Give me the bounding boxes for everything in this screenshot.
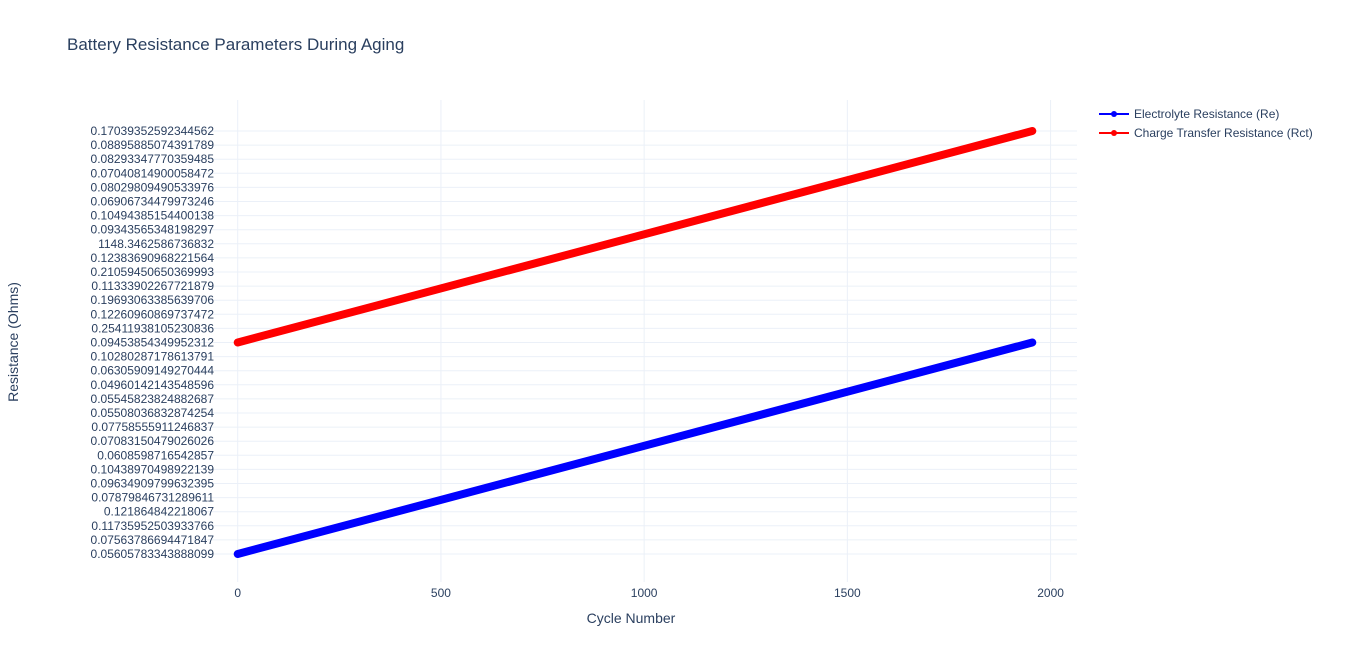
y-tick-label: 0.0608598716542857	[97, 448, 214, 462]
y-tick-label: 0.08029809490533976	[91, 180, 215, 194]
y-tick-label: 0.12383690968221564	[91, 251, 215, 265]
y-tick-label: 0.07879846731289611	[91, 491, 214, 505]
chart-title: Battery Resistance Parameters During Agi…	[67, 35, 404, 54]
y-tick-label: 0.17039352592344562	[91, 124, 215, 138]
y-tick-label: 0.07083150479026026	[91, 434, 215, 448]
y-tick-label: 0.05605783343888099	[91, 547, 215, 561]
x-tick-label: 0	[234, 586, 241, 600]
grid	[193, 100, 1077, 582]
y-tick-label: 0.10438970498922139	[91, 462, 215, 476]
y-tick-label: 0.07758555911246837	[91, 420, 214, 434]
series-line-1	[233, 127, 1037, 347]
y-axis-label: Resistance (Ohms)	[5, 282, 21, 402]
y-tick-label: 0.07040814900058472	[91, 166, 215, 180]
y-tick-label: 1148.3462586736832	[98, 237, 214, 251]
y-tick-label: 0.05508036832874254	[91, 406, 215, 420]
y-tick-label: 0.10280287178613791	[91, 350, 215, 364]
x-tick-label: 1500	[834, 586, 861, 600]
legend-marker-1	[1111, 130, 1117, 136]
y-tick-label: 0.11333902267721879	[91, 279, 214, 293]
y-tick-label: 0.121864842218067	[104, 505, 214, 519]
x-tick-label: 500	[431, 586, 451, 600]
y-tick-label: 0.12260960869737472	[91, 307, 215, 321]
y-tick-label: 0.09634909799632395	[91, 477, 215, 491]
x-axis-ticks: 0 500 1000 1500 2000	[234, 586, 1064, 600]
y-tick-label: 0.05545823824882687	[91, 392, 215, 406]
y-tick-label: 0.09343565348198297	[91, 223, 215, 237]
x-tick-label: 1000	[631, 586, 658, 600]
y-tick-label: 0.09453854349952312	[91, 336, 215, 350]
x-axis-label: Cycle Number	[587, 610, 676, 626]
y-tick-label: 0.25411938105230836	[91, 321, 214, 335]
y-tick-label: 0.19693063385639706	[91, 293, 215, 307]
y-tick-label: 0.04960142143548596	[91, 378, 215, 392]
y-tick-label: 0.21059450650369993	[91, 265, 215, 279]
series-line-0	[233, 338, 1037, 558]
y-tick-label: 0.11735952503933766	[91, 519, 214, 533]
legend-marker-0	[1111, 111, 1117, 117]
y-tick-label: 0.06305909149270444	[91, 364, 215, 378]
y-tick-label: 0.07563786694471847	[91, 533, 215, 547]
y-tick-label: 0.08293347770359485	[91, 152, 215, 166]
y-tick-label: 0.10494385154400138	[91, 209, 215, 223]
legend-label-1: Charge Transfer Resistance (Rct)	[1134, 126, 1313, 140]
y-tick-label: 0.06906734479973246	[91, 195, 215, 209]
y-axis-ticks: 0.056057833438880990.075637866944718470.…	[91, 124, 215, 561]
x-tick-label: 2000	[1037, 586, 1064, 600]
series-layer	[233, 127, 1037, 558]
legend: Electrolyte Resistance (Re) Charge Transf…	[1099, 107, 1313, 140]
legend-label-0: Electrolyte Resistance (Re)	[1134, 107, 1279, 121]
y-tick-label: 0.08895885074391789	[91, 138, 215, 152]
